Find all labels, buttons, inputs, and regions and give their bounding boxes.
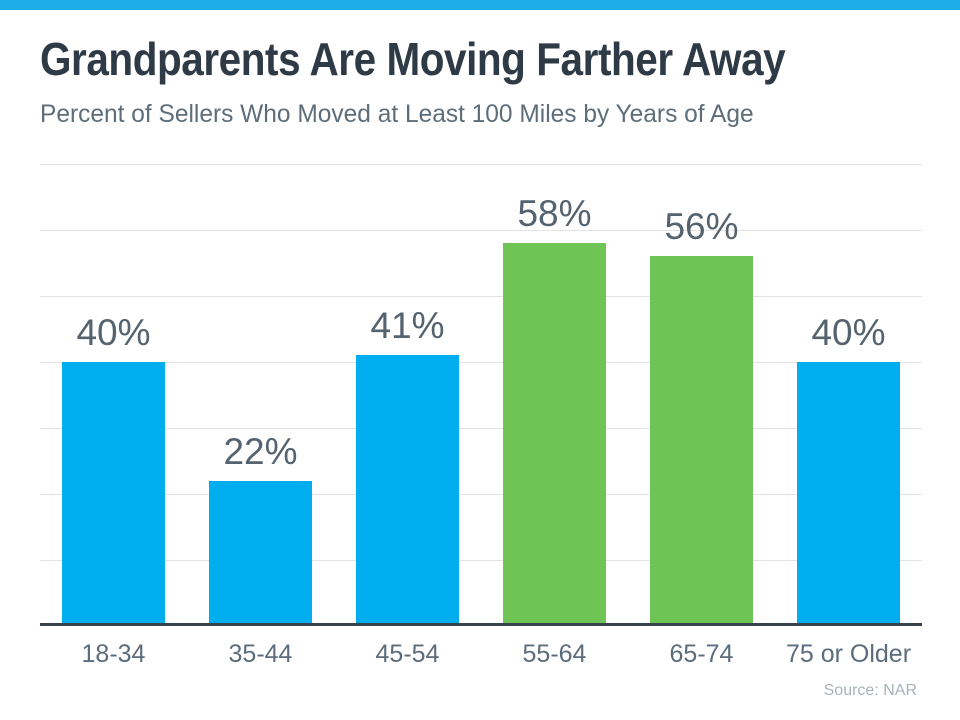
value-label-45-54: 41% — [370, 305, 445, 347]
bar-35-44 — [209, 480, 312, 626]
bar-65-74 — [650, 256, 753, 626]
gridline-30-percent — [40, 428, 922, 429]
chart-title: Grandparents Are Moving Farther Away — [40, 33, 786, 85]
x-tick-label-45-54: 45-54 — [375, 640, 440, 668]
bar-75-or-older — [797, 362, 900, 626]
gridline-20-percent — [40, 494, 922, 495]
bar-55-64 — [503, 243, 606, 626]
gridline-10-percent — [40, 560, 922, 561]
source-note: Source: NAR — [823, 682, 917, 699]
x-axis-line — [40, 623, 922, 626]
value-label-65-74: 56% — [664, 206, 739, 248]
gridline-70-percent — [40, 164, 922, 165]
gridline-40-percent — [40, 362, 922, 363]
x-tick-label-18-34: 18-34 — [81, 640, 146, 668]
value-label-75-or-older: 40% — [811, 312, 886, 353]
value-label-55-64: 58% — [517, 193, 592, 235]
gridline-50-percent — [40, 296, 922, 297]
top-accent-bar — [0, 0, 960, 10]
value-label-18-34: 40% — [76, 312, 151, 353]
x-tick-label-75-or-older: 75 or Older — [785, 640, 912, 668]
x-tick-label-55-64: 55-64 — [522, 640, 587, 668]
x-tick-label-65-74: 65-74 — [669, 640, 734, 668]
value-label-35-44: 22% — [223, 430, 298, 472]
gridline-60-percent — [40, 230, 922, 231]
bar-45-54 — [356, 355, 459, 626]
chart-subtitle: Percent of Sellers Who Moved at Least 10… — [40, 100, 754, 128]
x-tick-label-35-44: 35-44 — [228, 640, 293, 668]
bar-18-34 — [62, 362, 165, 626]
